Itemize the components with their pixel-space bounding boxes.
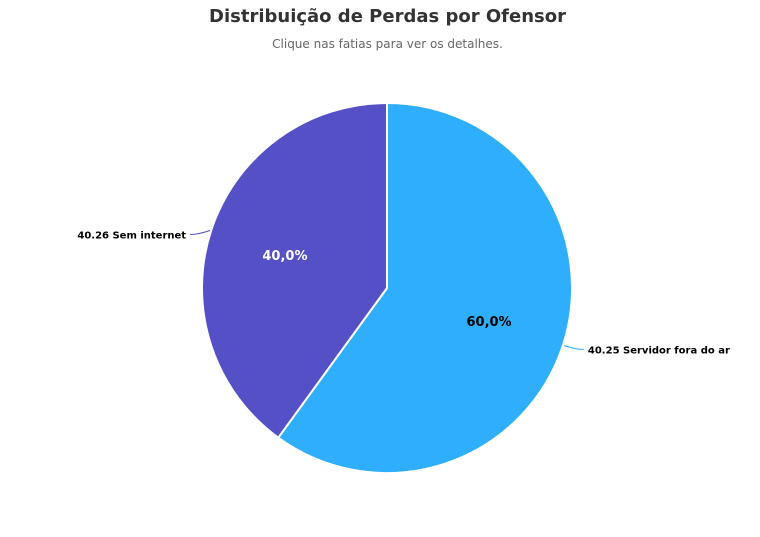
slice-2-name-label: 40.26 Sem internet — [77, 231, 186, 242]
slice-1-name-label: 40.25 Servidor fora do ar — [588, 345, 730, 356]
slice-2-percent-label: 40,0% — [262, 249, 307, 264]
slice-1-percent-label: 60,0% — [466, 315, 511, 330]
slice-2-connector — [190, 231, 210, 235]
slice-1-connector — [564, 345, 584, 349]
